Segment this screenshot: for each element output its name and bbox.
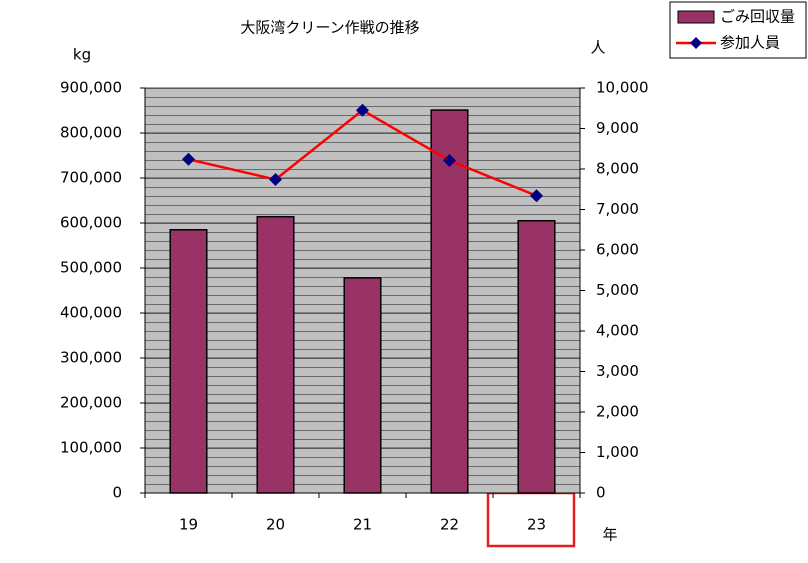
- y2-tick-label: 3,000: [596, 362, 639, 380]
- marker: [269, 173, 282, 187]
- bar: [517, 220, 556, 494]
- x-axis-label: 年: [602, 526, 617, 544]
- y-tick-label: 400,000: [60, 304, 122, 322]
- y-tick-label: 800,000: [60, 124, 122, 142]
- y-axis-label: kg: [73, 46, 91, 64]
- y-tick-label: 0: [112, 484, 122, 502]
- legend-label: ごみ回収量: [720, 8, 795, 26]
- x-tick-label: 20: [266, 516, 285, 534]
- x-tick-label: 22: [440, 516, 459, 534]
- x-tick-label: 21: [353, 516, 372, 534]
- y2-tick-label: 6,000: [596, 241, 639, 259]
- y2-tick-label: 8,000: [596, 160, 639, 178]
- y2-tick-label: 7,000: [596, 200, 639, 218]
- chart-title: 大阪湾クリーン作戦の推移: [240, 19, 419, 37]
- y-tick-label: 700,000: [60, 169, 122, 187]
- legend-label: 参加人員: [720, 34, 780, 52]
- x-tick-label: 23: [527, 516, 546, 534]
- bar: [169, 229, 208, 494]
- y2-tick-label: 9,000: [596, 119, 639, 137]
- y2-tick-label: 0: [596, 484, 606, 502]
- legend-swatch: [677, 10, 715, 24]
- y-tick-label: 500,000: [60, 259, 122, 277]
- x-tick-label: 19: [179, 516, 198, 534]
- y-tick-label: 900,000: [60, 79, 122, 97]
- marker: [356, 103, 369, 117]
- marker: [182, 152, 195, 166]
- bar: [343, 277, 382, 494]
- marker: [530, 189, 543, 203]
- y2-tick-label: 4,000: [596, 322, 639, 340]
- y-tick-label: 200,000: [60, 394, 122, 412]
- legend-marker: [690, 37, 702, 49]
- y-tick-label: 100,000: [60, 439, 122, 457]
- bar: [256, 215, 295, 494]
- legend: [669, 1, 807, 59]
- y2-tick-label: 2,000: [596, 403, 639, 421]
- y2-tick-label: 5,000: [596, 281, 639, 299]
- marker: [443, 153, 456, 167]
- y2-tick-label: 1,000: [596, 443, 639, 461]
- y-tick-label: 300,000: [60, 349, 122, 367]
- y2-tick-label: 10,000: [596, 79, 649, 97]
- bar: [430, 109, 469, 494]
- y-tick-label: 600,000: [60, 214, 122, 232]
- y2-axis-label: 人: [590, 39, 605, 57]
